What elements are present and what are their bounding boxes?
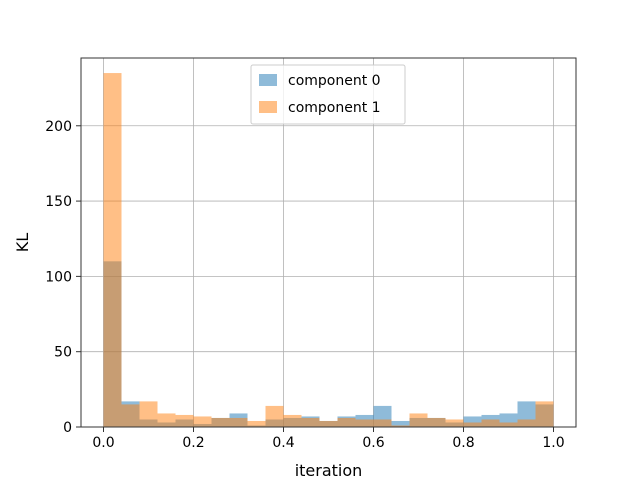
bar-series-0-bin-20	[463, 416, 482, 427]
histogram-bars	[103, 73, 554, 428]
bar-series-1-bin-16	[391, 425, 410, 427]
bar-series-1-bin-14	[355, 419, 374, 427]
y-axis-label: KL	[13, 233, 32, 252]
bar-series-1-bin-8	[247, 420, 266, 427]
y-tick-label-3: 150	[45, 194, 72, 210]
bar-series-1-bin-3	[157, 413, 176, 427]
bar-series-1-bin-10	[283, 414, 302, 427]
legend-label-component-0: component 0	[288, 73, 381, 89]
bar-series-1-bin-0	[103, 73, 122, 428]
bar-series-1-bin-5	[193, 416, 212, 427]
bar-series-1-bin-7	[229, 417, 248, 427]
legend-label-component-1: component 1	[288, 100, 381, 116]
bar-series-1-bin-22	[499, 422, 518, 427]
y-tick-label-1: 50	[54, 345, 72, 361]
bar-series-1-bin-1	[121, 404, 140, 427]
bar-series-1-bin-15	[373, 419, 392, 427]
bar-series-1-bin-6	[211, 417, 230, 427]
y-tick-label-4: 200	[45, 119, 72, 135]
legend: component 0 component 1	[250, 64, 406, 125]
bar-series-1-bin-11	[301, 417, 320, 427]
x-tick-label-1: 0.2	[182, 435, 204, 451]
bar-series-1-bin-19	[445, 419, 464, 427]
bar-series-0-bin-16	[391, 420, 410, 427]
x-tick-label-0: 0.0	[92, 435, 114, 451]
x-tick-label-4: 0.8	[452, 435, 474, 451]
bar-series-1-bin-18	[427, 417, 446, 427]
bar-series-1-bin-17	[409, 413, 428, 427]
legend-swatch-component-0	[259, 74, 277, 86]
y-tick-label-2: 100	[45, 269, 72, 285]
x-tick-label-3: 0.6	[362, 435, 384, 451]
x-axis-label: iteration	[295, 461, 363, 480]
plot-frame	[80, 57, 577, 428]
bar-series-1-bin-4	[175, 414, 194, 427]
y-tick-label-0: 0	[63, 420, 72, 436]
legend-box	[250, 64, 406, 125]
bar-series-1-bin-23	[517, 419, 536, 427]
x-tick-label-5: 1.0	[542, 435, 564, 451]
legend-swatch-component-1	[259, 101, 277, 113]
bar-series-1-bin-13	[337, 417, 356, 427]
bar-series-1-bin-20	[463, 422, 482, 427]
x-axis-ticks: 0.0 0.2 0.4 0.6 0.8 1.0	[92, 427, 565, 451]
bar-series-1-bin-2	[139, 401, 158, 427]
x-tick-label-2: 0.4	[272, 435, 294, 451]
bar-series-1-bin-24	[535, 401, 554, 427]
bar-series-1-bin-12	[319, 420, 338, 427]
y-axis-ticks: 0 50 100 150 200	[45, 119, 81, 436]
bar-series-1-bin-21	[481, 419, 500, 427]
bar-series-1-bin-9	[265, 405, 284, 427]
